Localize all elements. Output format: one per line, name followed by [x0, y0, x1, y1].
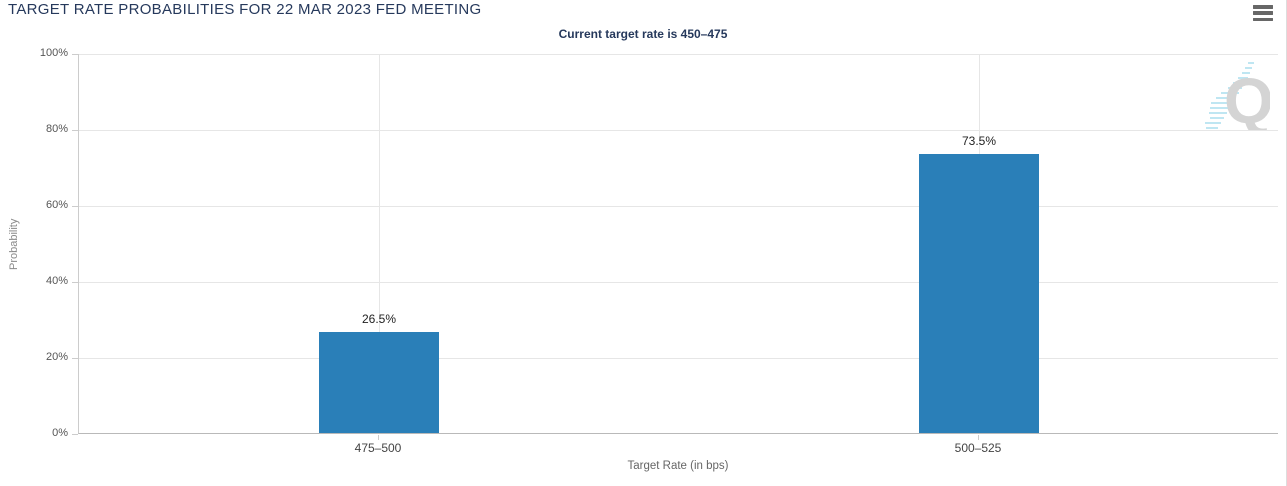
y-axis-tick-label: 60% [45, 199, 68, 211]
chart-title: TARGET RATE PROBABILITIES FOR 22 MAR 202… [8, 1, 482, 18]
y-axis-tick-mark [72, 54, 78, 55]
y-axis-tick-label: 0% [52, 427, 68, 439]
hamburger-icon [1253, 17, 1273, 21]
watermark-letter: Q [1224, 65, 1270, 130]
x-axis-tick-mark [978, 435, 979, 440]
y-gridline [79, 206, 1278, 207]
chart-context-menu-button[interactable] [1252, 4, 1276, 22]
hamburger-icon [1253, 5, 1273, 9]
y-gridline [79, 358, 1278, 359]
y-gridline [79, 282, 1278, 283]
quandl-watermark-icon: Q [1205, 62, 1270, 130]
y-axis-tick-mark [72, 130, 78, 131]
y-axis-tick-label: 20% [45, 351, 68, 363]
y-axis-tick-mark [72, 434, 78, 435]
y-axis-tick-label: 40% [45, 275, 68, 287]
bar-data-label: 26.5% [361, 312, 397, 327]
chart-subtitle: Current target rate is 450–475 [558, 27, 728, 41]
y-axis-tick-label: 100% [39, 47, 68, 59]
y-axis-tick-mark [72, 206, 78, 207]
y-axis-tick-mark [72, 282, 78, 283]
y-axis-title: Probability [8, 218, 20, 270]
probability-bar [319, 332, 439, 433]
y-gridline [79, 54, 1278, 55]
hamburger-icon [1253, 11, 1273, 15]
x-axis-category-label: 475–500 [354, 441, 402, 455]
probability-bar [919, 153, 1039, 433]
y-gridline [79, 130, 1278, 131]
y-axis-tick-mark [72, 358, 78, 359]
x-axis-title: Target Rate (in bps) [627, 460, 729, 472]
x-axis-tick-mark [378, 435, 379, 440]
y-axis-tick-label: 80% [45, 123, 68, 135]
x-gridline [378, 54, 380, 433]
plot-area: Q 26.5% 73.5% [78, 54, 1278, 434]
bar-data-label: 73.5% [961, 133, 997, 148]
x-axis-category-label: 500–525 [954, 441, 1002, 455]
